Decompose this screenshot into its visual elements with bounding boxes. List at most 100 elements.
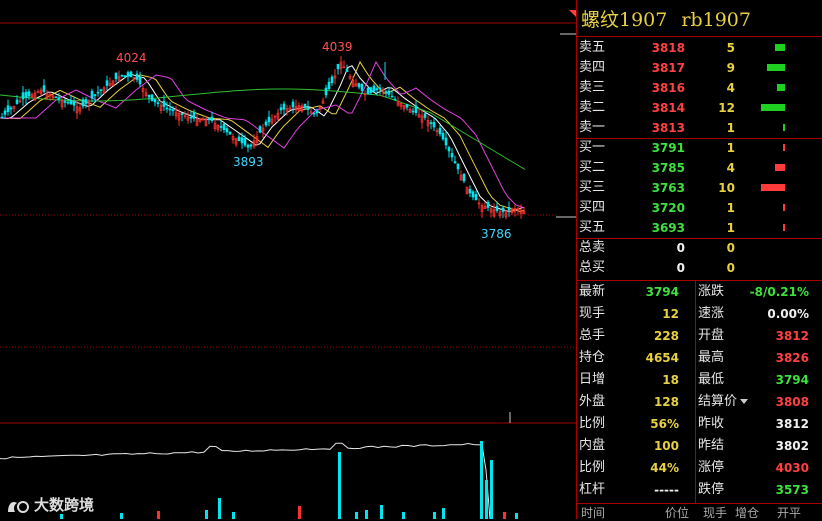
level-volume: 9 bbox=[726, 61, 735, 75]
volume-bar bbox=[775, 164, 785, 171]
candle-body bbox=[276, 112, 280, 120]
candle-body bbox=[456, 163, 460, 170]
candle-body bbox=[363, 93, 367, 96]
col-time: 时间 bbox=[581, 506, 606, 520]
candle-body bbox=[243, 138, 247, 146]
dropdown-arrow-icon[interactable] bbox=[740, 399, 749, 404]
candle-body bbox=[492, 209, 496, 217]
ma20-line bbox=[0, 60, 525, 209]
ask-level[interactable]: 卖二 3814 12 bbox=[577, 98, 822, 118]
quote-l: 比例 44% bbox=[577, 457, 695, 479]
candle-body bbox=[507, 207, 511, 211]
quote-value: 3808 bbox=[775, 395, 809, 409]
candle-body bbox=[255, 136, 259, 144]
candle-body bbox=[384, 91, 388, 93]
candle-body bbox=[444, 137, 448, 146]
volume-bar bbox=[480, 441, 483, 519]
watermark-text: 大数跨境 bbox=[34, 496, 95, 514]
volume-bar bbox=[767, 64, 785, 71]
quote-label: 结算价 bbox=[698, 394, 738, 409]
candle-body bbox=[270, 118, 274, 124]
divider bbox=[577, 138, 822, 139]
divider bbox=[577, 280, 822, 281]
volume-bar bbox=[60, 514, 63, 519]
ask-level[interactable]: 卖三 3816 4 bbox=[577, 78, 822, 98]
candle-body bbox=[177, 112, 181, 121]
volume-bar bbox=[433, 512, 436, 519]
candle-body bbox=[378, 87, 382, 90]
bid-level[interactable]: 买五 3693 1 bbox=[577, 218, 822, 238]
ma10-line bbox=[0, 60, 525, 213]
level-label: 买三 bbox=[579, 180, 606, 195]
total-label: 总买 bbox=[579, 260, 606, 275]
quote-label: 昨收 bbox=[698, 416, 725, 431]
quote-value: 3802 bbox=[775, 439, 809, 453]
candle-body bbox=[231, 136, 235, 141]
level-volume: 1 bbox=[726, 141, 735, 155]
quote-r: 最高 3826 bbox=[696, 347, 822, 369]
candle-body bbox=[405, 104, 409, 108]
kline-chart[interactable]: 4024 4039 3893 3786 bbox=[0, 0, 577, 519]
total-b: 0 bbox=[726, 241, 735, 255]
bid-level[interactable]: 买三 3763 10 bbox=[577, 178, 822, 198]
level-volume: 10 bbox=[718, 181, 735, 195]
level-volume: 4 bbox=[726, 161, 735, 175]
candle-body bbox=[510, 208, 514, 214]
candle-body bbox=[21, 92, 25, 100]
total-label: 总卖 bbox=[579, 240, 606, 255]
bid-level[interactable]: 买一 3791 1 bbox=[577, 138, 822, 158]
candle-body bbox=[12, 106, 16, 109]
candle-body bbox=[399, 103, 403, 107]
quote-l: 杠杆 ----- bbox=[577, 479, 695, 501]
quote-value: ----- bbox=[654, 483, 679, 497]
level-price: 3720 bbox=[651, 201, 685, 215]
quote-l: 内盘 100 bbox=[577, 435, 695, 457]
quote-panel: 螺纹1907 rb1907 卖五 3818 5 卖四 3817 9 卖三 3816 4 卖二 3814… bbox=[576, 0, 822, 520]
volume-bar bbox=[775, 44, 785, 51]
candle-body bbox=[291, 101, 295, 108]
ask-level[interactable]: 卖五 3818 5 bbox=[577, 38, 822, 58]
level-volume: 4 bbox=[726, 81, 735, 95]
candle-body bbox=[330, 76, 334, 84]
candle-body bbox=[99, 89, 103, 91]
quote-l: 日增 18 bbox=[577, 369, 695, 391]
price-annotation: 4039 bbox=[322, 40, 353, 54]
candle-body bbox=[72, 101, 76, 106]
bid-level[interactable]: 买四 3720 1 bbox=[577, 198, 822, 218]
candle-body bbox=[462, 174, 466, 182]
candle-body bbox=[162, 100, 166, 107]
candle-body bbox=[183, 115, 187, 117]
volume-bar bbox=[761, 184, 785, 191]
quote-value: 100 bbox=[653, 439, 679, 453]
candle-body bbox=[477, 202, 481, 205]
candle-body bbox=[225, 128, 229, 133]
candle-body bbox=[153, 99, 157, 103]
candle-body bbox=[396, 101, 400, 106]
bid-level[interactable]: 买二 3785 4 bbox=[577, 158, 822, 178]
candle-body bbox=[303, 103, 307, 108]
level-label: 卖三 bbox=[579, 80, 606, 95]
candle-body bbox=[111, 80, 115, 86]
level-label: 卖一 bbox=[579, 120, 606, 135]
candle-body bbox=[3, 110, 7, 115]
candle-body bbox=[174, 111, 178, 117]
candle-body bbox=[414, 105, 418, 114]
level-volume: 1 bbox=[726, 221, 735, 235]
kline-svg[interactable]: 4024 4039 3893 3786 bbox=[0, 0, 576, 519]
candle-body bbox=[519, 209, 523, 214]
candle-body bbox=[339, 61, 343, 70]
volume-bar bbox=[380, 505, 383, 519]
quote-label: 最高 bbox=[698, 350, 725, 365]
candle-body bbox=[282, 103, 286, 110]
candle-body bbox=[207, 117, 211, 121]
ask-level[interactable]: 卖一 3813 1 bbox=[577, 118, 822, 138]
candle-body bbox=[306, 107, 310, 110]
quote-label: 比例 bbox=[579, 416, 606, 431]
ask-level[interactable]: 卖四 3817 9 bbox=[577, 58, 822, 78]
candle-body bbox=[258, 126, 262, 133]
contract-code: rb1907 bbox=[681, 9, 751, 31]
price-annotation: 4024 bbox=[116, 51, 147, 65]
quote-label: 跌停 bbox=[698, 482, 725, 497]
candle-body bbox=[54, 96, 58, 99]
volume-bar bbox=[485, 480, 488, 519]
